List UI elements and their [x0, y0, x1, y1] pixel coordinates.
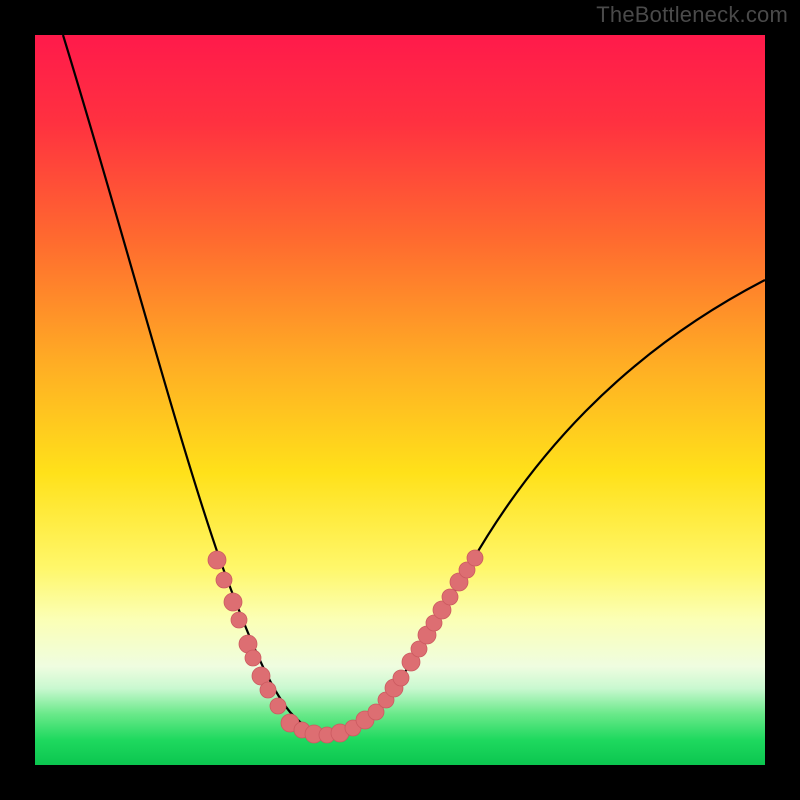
- plot-background: [35, 35, 765, 765]
- marker-dot: [260, 682, 276, 698]
- marker-dot: [216, 572, 232, 588]
- chart-svg: [0, 0, 800, 800]
- marker-dot: [442, 589, 458, 605]
- marker-dot: [245, 650, 261, 666]
- chart-frame: TheBottleneck.com: [0, 0, 800, 800]
- marker-dot: [467, 550, 483, 566]
- marker-dot: [224, 593, 242, 611]
- marker-dot: [231, 612, 247, 628]
- marker-dot: [270, 698, 286, 714]
- marker-dot: [393, 670, 409, 686]
- watermark-text: TheBottleneck.com: [596, 2, 788, 28]
- marker-dot: [208, 551, 226, 569]
